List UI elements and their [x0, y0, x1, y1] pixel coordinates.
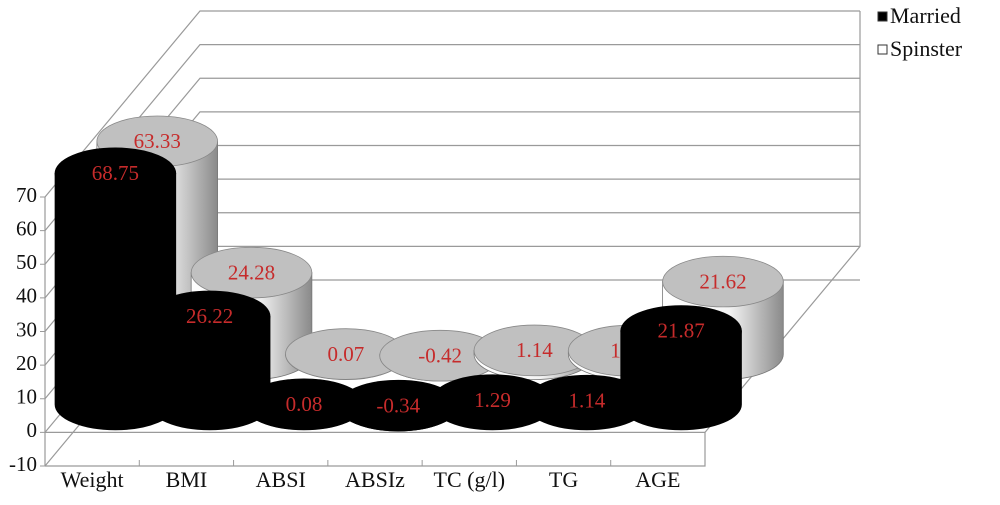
value-label: 1.14 [568, 388, 605, 412]
y-tick-label: 10 [16, 385, 37, 409]
y-tick-label: 70 [16, 183, 37, 207]
value-label: 1.14 [516, 338, 553, 362]
x-tick-label: AGE [635, 467, 680, 492]
value-label: -0.42 [418, 343, 462, 367]
legend-swatch [877, 44, 888, 55]
x-tick-label: TG [549, 467, 578, 492]
value-label: 68.75 [92, 161, 139, 185]
x-tick-label: Weight [61, 467, 124, 492]
y-tick-label: 50 [16, 250, 37, 274]
value-label: 63.33 [134, 129, 181, 153]
cylinder-top [620, 305, 742, 357]
cylinder: -0.34 [337, 379, 459, 432]
value-label: 21.87 [657, 319, 704, 343]
x-tick-label: ABSIz [345, 467, 405, 492]
y-tick-label: 40 [16, 284, 37, 308]
x-tick-label: BMI [166, 467, 208, 492]
grid-line [44, 10, 860, 198]
cylinders: 63.3324.280.07-0.421.141.0721.6268.7526.… [54, 115, 784, 432]
y-tick-label: 20 [16, 351, 37, 375]
value-label: 24.28 [228, 260, 275, 284]
cylinder: 0.07 [285, 328, 407, 380]
cylinder: 21.87 [620, 305, 742, 431]
cylinder-top [148, 290, 271, 343]
legend-label: Married [890, 3, 961, 28]
value-label: 0.07 [327, 342, 364, 366]
legend: Married Spinster [877, 3, 963, 61]
x-tick-label: TC (g/l) [434, 467, 506, 492]
value-label: 0.08 [286, 392, 323, 416]
value-label: -0.34 [376, 393, 420, 417]
cylinder: 1.14 [473, 324, 596, 380]
cylinder-top [662, 255, 784, 308]
y-tick-label: 60 [16, 216, 37, 240]
value-label: 1.29 [474, 388, 511, 412]
value-label: 21.62 [699, 269, 746, 293]
x-tick-label: ABSI [256, 467, 306, 492]
cylinder: 26.22 [148, 290, 271, 431]
cylinder: 68.75 [54, 147, 177, 431]
cylinder-body [620, 330, 742, 431]
value-label: 26.22 [186, 304, 233, 328]
y-tick-label: -10 [9, 452, 37, 476]
y-tick-label: 30 [16, 317, 37, 341]
cylinder: 0.08 [243, 378, 365, 431]
cylinder: 1.29 [431, 374, 554, 431]
cylinder-top [54, 147, 177, 200]
y-tick-label: 0 [27, 418, 38, 442]
legend-swatch [877, 11, 888, 22]
cylinder: 1.14 [526, 374, 648, 431]
legend-label: Spinster [890, 36, 963, 61]
